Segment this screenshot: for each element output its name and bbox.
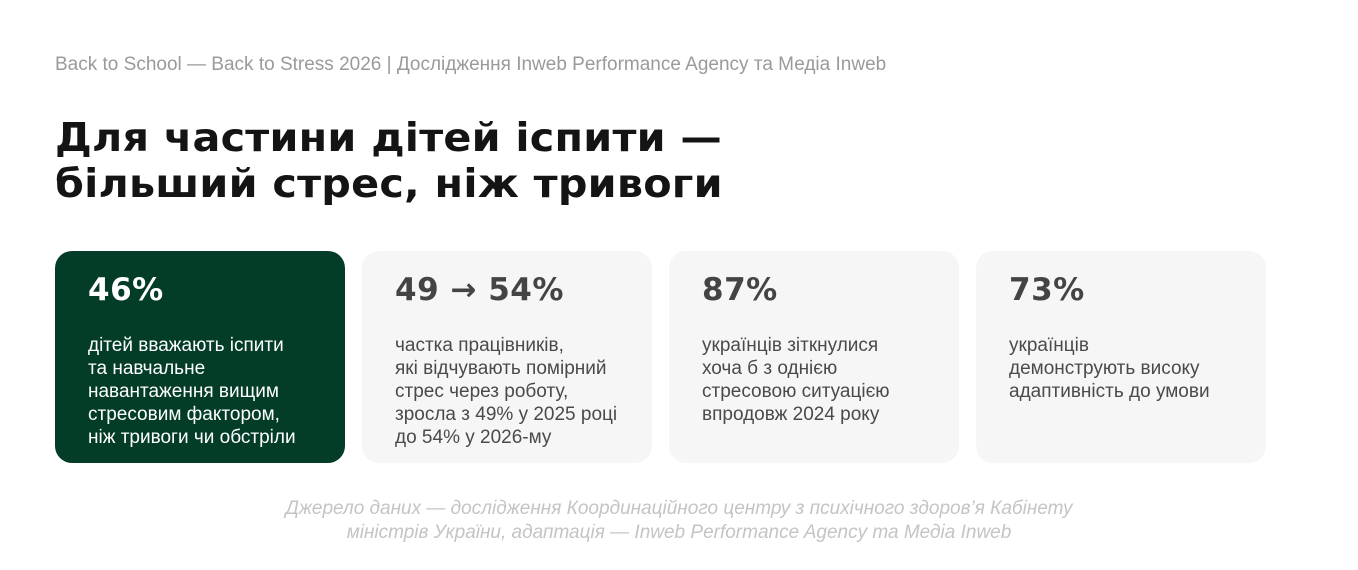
stat-description-line: українців — [1009, 335, 1089, 356]
stat-card-adaptability: 73% українців демонструють високу адапти… — [976, 251, 1266, 463]
stat-description-line: частка працівників, — [395, 335, 564, 356]
stat-description-line: які відчувають помірний — [395, 358, 607, 379]
stat-card-stress-situation: 87% українців зіткнулися хоча б з однією… — [669, 251, 959, 463]
stat-description-line: ніж тривоги чи обстріли — [88, 427, 296, 448]
stat-description: українців демонструють високу адаптивніс… — [1009, 334, 1248, 403]
stat-description: частка працівників, які відчувають помір… — [395, 334, 634, 449]
stat-description: українців зіткнулися хоча б з однією стр… — [702, 334, 941, 426]
headline-line: Для частини дітей іспити — — [55, 116, 722, 161]
stat-description-line: адаптивність до умови — [1009, 381, 1210, 402]
stat-description-line: до 54% у 2026-му — [395, 427, 552, 448]
stat-value: 46% — [88, 272, 164, 308]
stat-card-work-stress: 49 → 54% частка працівників, які відчува… — [362, 251, 652, 463]
stat-description-line: стресовою ситуацією — [702, 381, 890, 402]
stat-description-line: стресовим фактором, — [88, 404, 280, 425]
stat-card-children-exams: 46% дітей вважають іспити та навчальне н… — [55, 251, 345, 463]
source-note: Джерело даних — дослідження Координаційн… — [0, 497, 1358, 545]
kicker-caption: Back to School — Back to Stress 2026 | Д… — [55, 54, 887, 75]
stat-description-line: демонструють високу — [1009, 358, 1200, 379]
stat-description-line: впродовж 2024 року — [702, 404, 880, 425]
stat-description: дітей вважають іспити та навчальне наван… — [88, 334, 327, 449]
headline: Для частини дітей іспити — більший стрес… — [55, 116, 723, 208]
stat-description-line: зросла з 49% у 2025 році — [395, 404, 618, 425]
stats-cards: 46% дітей вважають іспити та навчальне н… — [55, 251, 1266, 463]
headline-line: більший стрес, ніж тривоги — [55, 162, 723, 207]
stat-description-line: та навчальне — [88, 358, 206, 379]
stat-description-line: навантаження вищим — [88, 381, 279, 402]
stat-description-line: стрес через роботу, — [395, 381, 569, 402]
stat-description-line: хоча б з однією — [702, 358, 838, 379]
source-note-line: Джерело даних — дослідження Координаційн… — [285, 498, 1073, 519]
stat-description-line: дітей вважають іспити — [88, 335, 284, 356]
source-note-line: міністрів України, адаптація — Inweb Per… — [346, 522, 1012, 543]
stat-value: 87% — [702, 272, 778, 308]
stat-value: 49 → 54% — [395, 272, 564, 308]
stat-description-line: українців зіткнулися — [702, 335, 879, 356]
stat-value: 73% — [1009, 272, 1085, 308]
